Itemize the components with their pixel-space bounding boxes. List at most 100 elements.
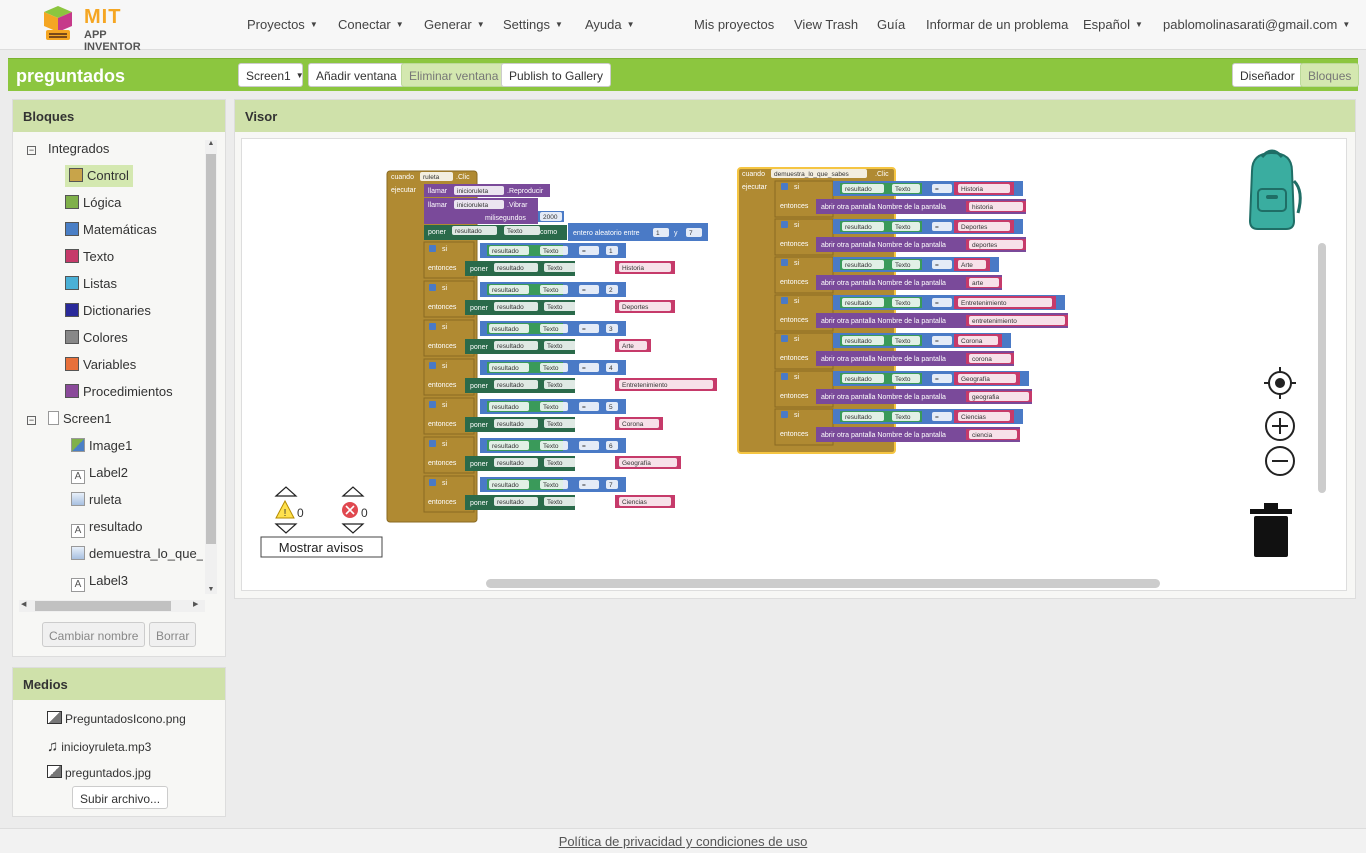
- builtin-item-colores[interactable]: Colores: [65, 327, 128, 349]
- menu-ayuda[interactable]: Ayuda ▼: [585, 17, 635, 32]
- sound-dropdown[interactable]: [454, 200, 504, 209]
- tree-vertical-scrollbar[interactable]: ▲ ▼: [205, 140, 217, 594]
- builtin-item-matemáticas[interactable]: Matemáticas: [65, 219, 157, 241]
- target-dropdown[interactable]: [494, 458, 538, 467]
- target-dropdown[interactable]: [489, 441, 529, 450]
- tree-integrados[interactable]: − Integrados: [27, 141, 110, 156]
- component-item[interactable]: A Label3: [71, 570, 128, 592]
- link-guia[interactable]: Guía: [877, 17, 906, 32]
- open-another-screen[interactable]: [816, 275, 1002, 290]
- random-integer[interactable]: [568, 223, 708, 241]
- screen-text[interactable]: [969, 278, 999, 287]
- demuestra-click-block[interactable]: cuando demuestra_lo_que_sabes .Clic ejecuta…: [737, 167, 1068, 454]
- prop-dropdown[interactable]: [892, 298, 920, 307]
- backpack-icon[interactable]: [1248, 149, 1302, 230]
- target-dropdown[interactable]: [494, 341, 538, 350]
- case-number[interactable]: [606, 363, 618, 372]
- tree-horizontal-scrollbar[interactable]: ◀ ▶: [19, 600, 205, 612]
- warnings-indicator[interactable]: ! 0 0 Mostrar avisos: [260, 486, 383, 558]
- show-warnings-button[interactable]: [260, 536, 383, 558]
- prop-dropdown[interactable]: [892, 260, 920, 269]
- menu-language[interactable]: Español ▼: [1083, 17, 1143, 32]
- prop-dropdown[interactable]: [544, 263, 576, 272]
- component-item[interactable]: A Label2: [71, 462, 128, 484]
- target-dropdown[interactable]: [842, 412, 884, 421]
- ruleta-click-block[interactable]: cuando ruleta .Clic ejecutar llamar iniciorul…: [386, 170, 717, 523]
- rename-button[interactable]: Cambiar nombre: [42, 622, 146, 647]
- case-number[interactable]: [606, 285, 618, 294]
- eq-dropdown[interactable]: [932, 260, 952, 269]
- case-number[interactable]: [606, 441, 618, 450]
- link-view-trash[interactable]: View Trash: [794, 17, 859, 32]
- component-item[interactable]: Image1: [71, 435, 132, 457]
- prop-dropdown[interactable]: [540, 246, 568, 255]
- case-text[interactable]: [619, 419, 659, 428]
- gear-icon[interactable]: [781, 183, 788, 190]
- component-dropdown[interactable]: [420, 172, 453, 181]
- eq-dropdown[interactable]: [579, 363, 599, 372]
- menu-generar[interactable]: Generar ▼: [424, 17, 485, 32]
- tree-screen1[interactable]: − Screen1: [27, 411, 112, 426]
- builtin-item-texto[interactable]: Texto: [65, 246, 114, 268]
- prop-dropdown[interactable]: [892, 412, 920, 421]
- link-report-problem[interactable]: Informar de un problema: [926, 17, 1069, 32]
- eq-dropdown[interactable]: [932, 184, 952, 193]
- prop-dropdown[interactable]: [544, 419, 576, 428]
- gear-icon[interactable]: [429, 284, 436, 291]
- case-text[interactable]: [619, 497, 671, 506]
- prop-dropdown[interactable]: [540, 480, 568, 489]
- blocks-button[interactable]: Bloques: [1300, 63, 1360, 87]
- zoom-out-icon[interactable]: [1265, 446, 1295, 476]
- gear-icon[interactable]: [781, 221, 788, 228]
- target-dropdown[interactable]: [494, 380, 538, 389]
- target-dropdown[interactable]: [489, 285, 529, 294]
- add-screen-button[interactable]: Añadir ventana: [308, 63, 405, 87]
- collapse-icon[interactable]: −: [27, 415, 36, 425]
- case-number[interactable]: [606, 480, 618, 489]
- target-dropdown[interactable]: [842, 374, 884, 383]
- target-dropdown[interactable]: [452, 226, 497, 235]
- eq-dropdown[interactable]: [932, 222, 952, 231]
- gear-icon[interactable]: [781, 297, 788, 304]
- prop-dropdown[interactable]: [892, 184, 920, 193]
- builtin-item-control[interactable]: Control: [65, 165, 133, 187]
- warning-prev-arrow-icon[interactable]: [274, 486, 298, 497]
- media-file[interactable]: PreguntadosIcono.png: [47, 711, 186, 726]
- trash-icon[interactable]: [1250, 503, 1292, 557]
- scrollbar-thumb[interactable]: [206, 154, 216, 544]
- gear-icon[interactable]: [429, 323, 436, 330]
- menu-settings[interactable]: Settings ▼: [503, 17, 563, 32]
- error-next-arrow-icon[interactable]: [341, 523, 365, 534]
- rand-from[interactable]: [653, 228, 669, 237]
- target-dropdown[interactable]: [842, 184, 884, 193]
- eq-dropdown[interactable]: [579, 246, 599, 255]
- prop-dropdown[interactable]: [504, 226, 540, 235]
- recenter-icon[interactable]: [1264, 367, 1296, 399]
- media-file[interactable]: ♫ inicioyruleta.mp3: [47, 738, 152, 755]
- case-text[interactable]: [958, 222, 1010, 231]
- link-mis-proyectos[interactable]: Mis proyectos: [694, 17, 775, 32]
- ms-value[interactable]: [540, 212, 562, 221]
- eq-dropdown[interactable]: [579, 441, 599, 450]
- eq-dropdown[interactable]: [932, 336, 952, 345]
- eq-dropdown[interactable]: [579, 324, 599, 333]
- prop-dropdown[interactable]: [544, 380, 576, 389]
- case-text[interactable]: [619, 458, 677, 467]
- target-dropdown[interactable]: [842, 260, 884, 269]
- gear-icon[interactable]: [429, 479, 436, 486]
- eq-dropdown[interactable]: [932, 412, 952, 421]
- prop-dropdown[interactable]: [544, 497, 576, 506]
- case-text[interactable]: [619, 341, 647, 350]
- prop-dropdown[interactable]: [540, 363, 568, 372]
- target-dropdown[interactable]: [494, 302, 538, 311]
- open-another-screen[interactable]: [816, 351, 1014, 366]
- workspace-svg[interactable]: cuando ruleta .Clic ejecutar llamar iniciorul…: [242, 139, 1347, 591]
- privacy-policy-link[interactable]: Política de privacidad y condiciones de …: [558, 834, 808, 849]
- case-text[interactable]: [958, 184, 1010, 193]
- target-dropdown[interactable]: [494, 263, 538, 272]
- error-prev-arrow-icon[interactable]: [341, 486, 365, 497]
- case-text[interactable]: [958, 260, 986, 269]
- case-text[interactable]: [958, 298, 1052, 307]
- screen-text[interactable]: [969, 430, 1017, 439]
